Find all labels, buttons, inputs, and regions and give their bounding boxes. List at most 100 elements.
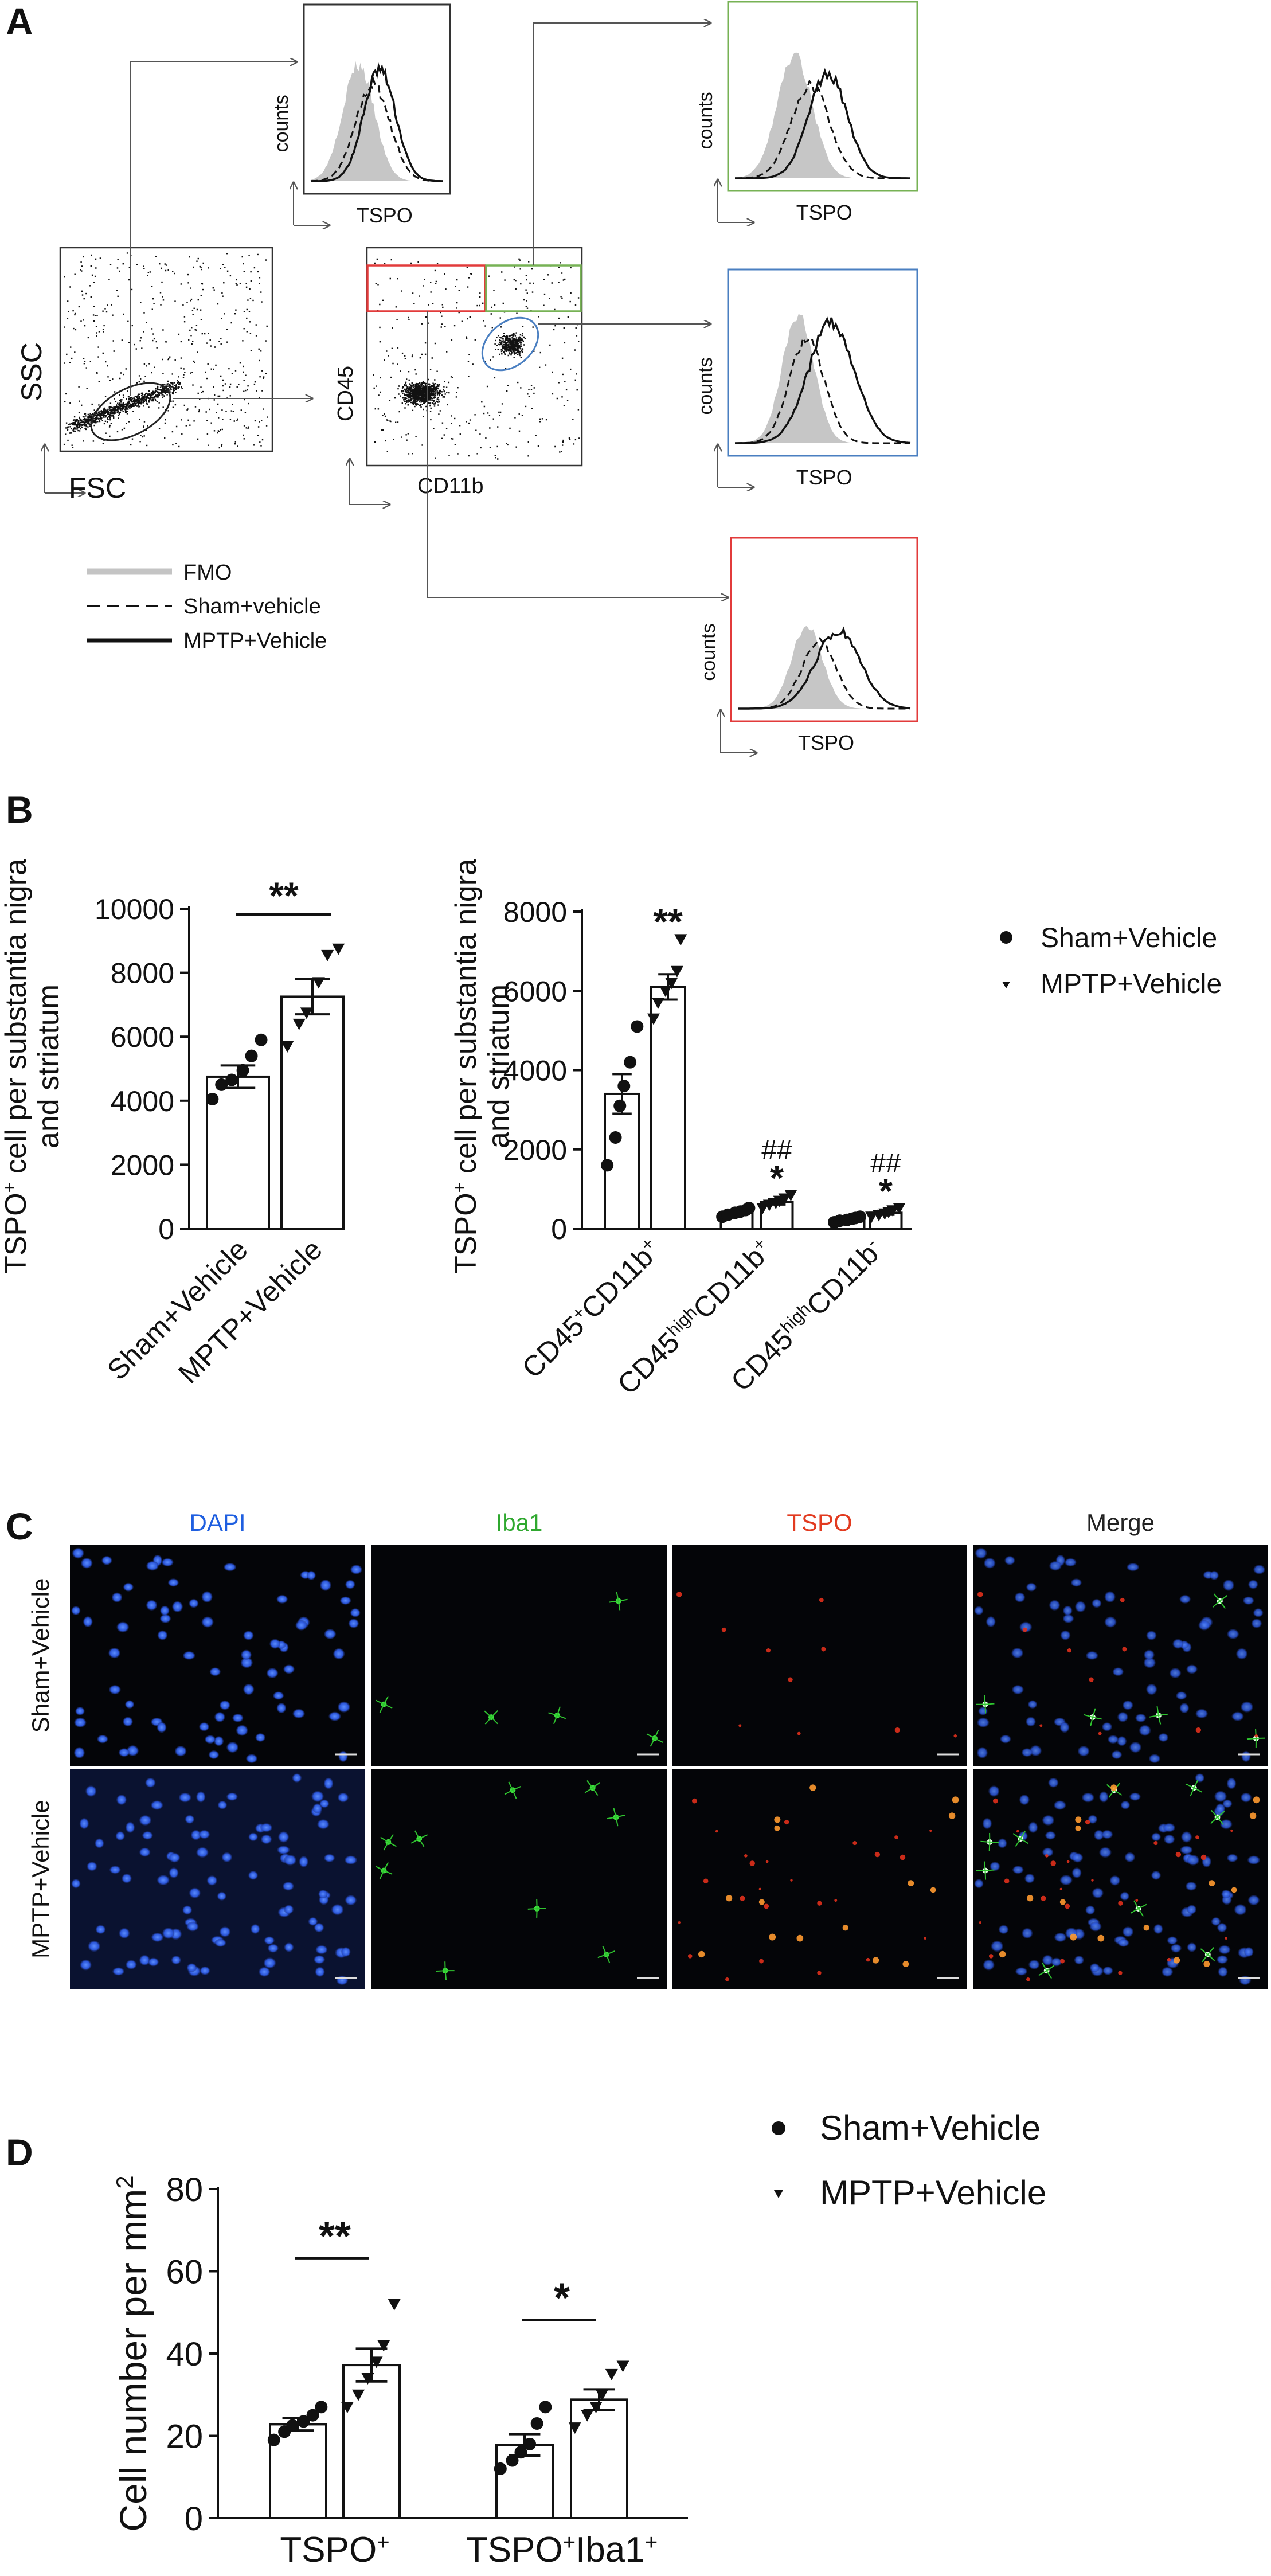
nucleus [1101,1830,1113,1839]
tspo-signal [1027,1895,1034,1902]
micrograph-image [70,1545,365,1766]
microglia-process [384,1870,393,1875]
microglia-process [592,1782,601,1789]
nucleus [1028,1821,1038,1833]
data-point [361,2373,374,2385]
nucleus [1028,1960,1040,1969]
nucleus [1222,1799,1233,1808]
nucleus [115,1831,125,1841]
nucleus [1135,1714,1147,1722]
arrow-to-hist2 [533,23,711,265]
significance-hash: ## [761,1135,792,1166]
y-tick-label: 2000 [503,1134,567,1166]
microglia-process [602,1945,607,1955]
data-point [206,1093,219,1106]
tspo-signal [1060,1959,1065,1964]
nucleus [259,1967,271,1977]
microglia-process [484,1717,492,1725]
y-tick-label: 0 [158,1213,174,1245]
nucleus [1024,1873,1035,1883]
nucleus [119,1928,130,1939]
microglia-process [1156,1706,1159,1716]
tspo-signal [1059,1899,1066,1905]
panel-a: A FSC SSC CD11b CD45 [6,0,918,755]
nucleus [1129,1792,1141,1801]
microglia-process [1130,1908,1139,1914]
nucleus [311,1791,324,1802]
tspo-signal [1118,1971,1123,1975]
microglia-process [375,1699,384,1705]
nucleus [1169,1668,1182,1678]
legend-mptp-label: MPTP+Vehicle [1041,969,1222,999]
data-point [631,1020,644,1033]
nucleus [1085,1651,1098,1660]
nucleus [217,1891,226,1901]
scatter1-dots [63,252,268,449]
y-tick-label: 6000 [503,975,567,1007]
scatter2-events [373,258,580,460]
nucleus [101,1555,112,1565]
nucleus [1186,1664,1198,1674]
nucleus [1251,1619,1262,1628]
nucleus [1030,1745,1042,1757]
histogram-fmo-curve [738,626,910,709]
nucleus [260,1823,273,1832]
nucleus [196,1791,206,1803]
microglia-process [615,1817,619,1827]
tspo-signal [953,1734,957,1738]
tspo-signal [796,1934,804,1942]
tspo-signal [1254,1734,1258,1738]
nucleus [118,1748,130,1757]
micrograph-background [672,1769,967,1989]
microglia-process [379,1704,385,1713]
data-point [784,1190,797,1202]
nucleus [319,1579,331,1591]
microglia-process [1046,1970,1053,1979]
tspo-signal [866,1957,870,1962]
nucleus [314,1922,324,1933]
nucleus [95,1925,106,1934]
tspo-signal [834,1899,838,1902]
data-point [778,1193,791,1205]
nucleus [976,1747,988,1759]
nucleus [151,1800,163,1810]
tspo-signal [1120,1597,1125,1602]
data-point [624,1056,637,1069]
nucleus [324,1854,335,1862]
microglia-process [1190,1787,1195,1797]
nucleus [1120,1891,1129,1901]
nucleus [1231,1711,1244,1721]
nucleus [1089,1963,1100,1972]
nucleus [1011,1647,1023,1659]
tspo-signal [809,1784,816,1791]
nucleus [1239,1975,1252,1985]
nucleus [185,1815,195,1824]
nucleus [1028,1700,1038,1709]
nucleus [1064,1558,1077,1567]
microglia-process [618,1598,628,1602]
tspo-signal [999,1950,1006,1958]
microglia-process [654,1738,663,1743]
data-point [581,2410,594,2422]
nucleus [1099,1791,1109,1803]
tspo-signal [1050,1860,1056,1866]
nucleus [172,1601,183,1613]
tspo-signal [894,1727,900,1733]
nucleus [209,1667,221,1676]
tspo-signal [874,1851,880,1858]
tspo-signal [1209,1880,1215,1887]
b-right-ylabel-line2: and striatum [482,984,515,1148]
nucleus [1021,1748,1033,1757]
histogram-mptp-curve [735,68,910,179]
tspo-signal [1026,1977,1030,1981]
nucleus [127,1745,139,1757]
tspo-signal [900,1854,906,1860]
nucleus [299,1856,308,1868]
nucleus [1158,1733,1168,1742]
micrograph-row-label: Sham+Vehicle [27,1578,54,1733]
data-point [854,1210,867,1223]
scatter1-ylabel: SSC [15,342,48,401]
microglia-process [1202,1954,1209,1963]
y-tick-label: 4000 [503,1055,567,1087]
nucleus [151,1932,164,1942]
